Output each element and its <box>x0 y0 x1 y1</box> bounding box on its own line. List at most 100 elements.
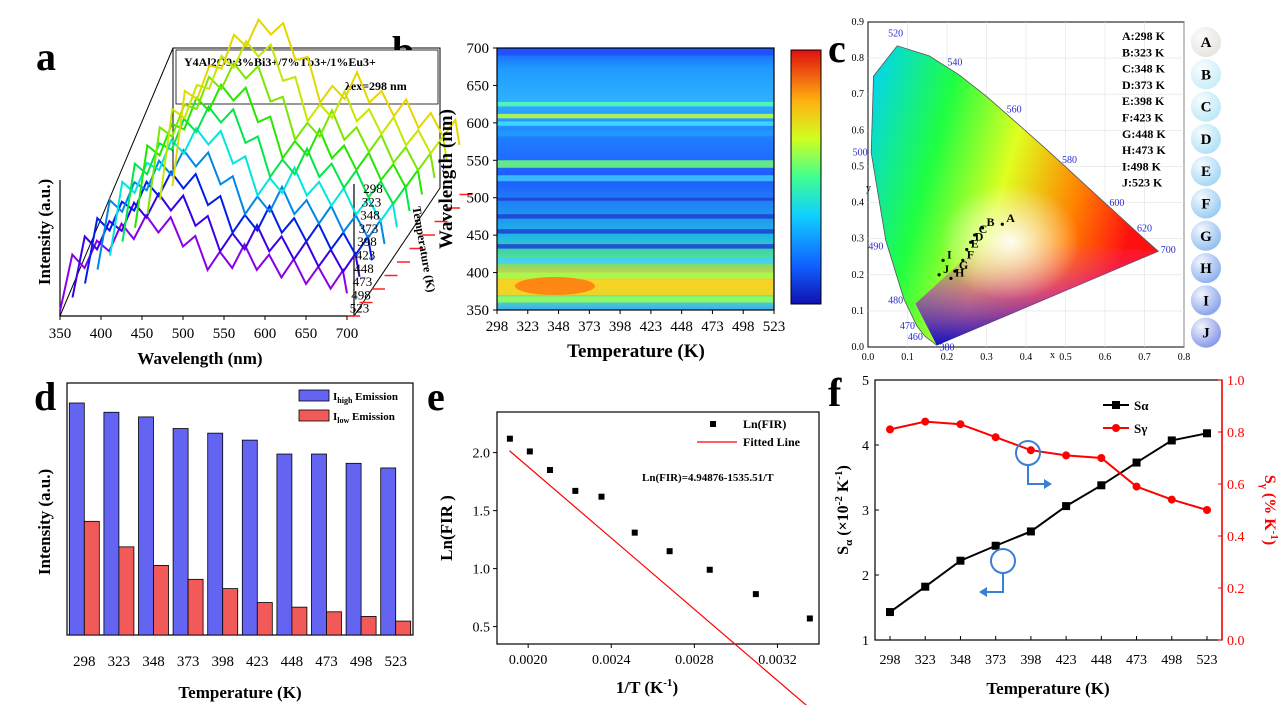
b-x-tick-label: 373 <box>578 319 601 335</box>
f-x-tick-label: 373 <box>985 653 1006 668</box>
b-x-tick-label: 423 <box>640 319 663 335</box>
f-point-sgamma <box>1097 454 1106 462</box>
b-band <box>497 48 774 56</box>
d-bar-high <box>172 428 189 636</box>
c-swatch-highlight <box>1191 91 1221 122</box>
f-xlabel: Temperature (K) <box>986 679 1109 698</box>
c-y-tick-label: 0.0 <box>852 342 865 353</box>
c-x-tick-label: 0.6 <box>1099 352 1112 363</box>
a-z-tick-label: 398 <box>357 234 377 249</box>
c-y-tick-label: 0.8 <box>852 53 865 64</box>
e-point <box>752 591 759 598</box>
f-y-left-tick-label: 2 <box>862 569 869 584</box>
c-wavelength-label: 560 <box>1007 104 1022 115</box>
e-points <box>506 435 813 622</box>
a-x-tick-label: 500 <box>172 326 195 342</box>
panel-label-f: f <box>828 370 842 415</box>
f-y-left-tick-label: 1 <box>862 634 869 649</box>
f-point-salpha <box>1062 502 1071 511</box>
c-swatch-letter: I <box>1203 293 1209 309</box>
c-point-label: B <box>987 215 995 229</box>
f-point-salpha <box>1097 481 1106 490</box>
d-bar-low <box>256 602 273 636</box>
c-point-I <box>941 258 945 262</box>
a-ylabel: Intensity (a.u.) <box>35 179 54 285</box>
d-bar-high <box>241 439 258 636</box>
b-y-tick-label: 500 <box>467 191 490 207</box>
c-swatch-letter: G <box>1200 229 1212 245</box>
c-wavelength-label: 520 <box>888 28 903 39</box>
c-x-ticks: 0.0 0.1 0.2 0.3 0.4 0.5 0.6 0.7 0.8 <box>862 352 1191 363</box>
e-legend-label-points: Ln(FIR) <box>743 417 786 431</box>
a-series-373 <box>134 82 423 228</box>
c-y-tick-label: 0.4 <box>852 198 865 209</box>
c-wavelength-label: 490 <box>868 242 883 253</box>
f-y-left-tick-label: 3 <box>862 504 869 519</box>
d-bar-high <box>311 453 327 636</box>
d-legend-swatch-low <box>298 409 330 422</box>
e-y-tick-label: 2.0 <box>473 447 491 462</box>
panel-f-sensitivity: 298 323 348 373 398 423 448 473 498 523 1 2 3 4 5 0.0… <box>833 374 1280 698</box>
c-wavelength-label: 620 <box>1137 223 1152 234</box>
e-y-tick-label: 1.5 <box>473 505 491 520</box>
e-point <box>506 435 513 442</box>
b-x-tick-label: 498 <box>732 319 755 335</box>
c-swatch-highlight <box>1191 156 1221 187</box>
c-legend-item: C:348 K <box>1122 62 1166 76</box>
c-swatch-letter: H <box>1200 261 1212 277</box>
c-wavelength-label: 540 <box>947 57 962 68</box>
f-y-left-tick-label: 5 <box>862 374 869 389</box>
f-y-left-tick-label: 4 <box>862 439 869 454</box>
f-legend-label-salpha: Sα <box>1134 398 1149 413</box>
f-point-salpha <box>1167 436 1176 445</box>
f-point-salpha <box>1132 458 1141 467</box>
d-plot-frame <box>66 382 414 636</box>
f-x-tick-label: 323 <box>915 653 936 668</box>
a-series-523 <box>59 213 348 312</box>
b-y-tick-label: 650 <box>467 78 490 94</box>
c-point-label: I <box>947 247 952 261</box>
c-point-label: D <box>975 229 984 243</box>
panel-label-c: c <box>828 26 846 71</box>
e-y-tick-label: 0.5 <box>473 621 491 636</box>
d-bar-high <box>380 467 397 636</box>
f-legend-marker-salpha <box>1112 401 1120 409</box>
panel-label-a: a <box>36 34 56 79</box>
f-x-tick-label: 423 <box>1056 653 1077 668</box>
a-series-298 <box>171 17 461 187</box>
b-heatmap-bands <box>497 48 774 303</box>
d-legend-swatch-high <box>298 389 330 402</box>
f-point-sgamma <box>991 433 1000 442</box>
c-legend-item: A:298 K <box>1122 29 1166 43</box>
f-x-tick-label: 498 <box>1161 653 1182 668</box>
a-z-tick-label: 373 <box>359 221 379 236</box>
e-point <box>526 448 533 455</box>
a-z-tick-label: 498 <box>351 287 371 302</box>
panel-a-3d-spectra: Y4Al2O9:3%Bi3+/7%Tb3+/1%Eu3+ λex=298 nm … <box>35 17 473 368</box>
f-x-tick-label: 473 <box>1126 653 1147 668</box>
b-band <box>497 272 774 279</box>
d-legend-label-high: Ihigh Emission <box>333 391 398 405</box>
f-point-salpha <box>956 556 965 565</box>
a-x-tick-label: 550 <box>213 326 236 342</box>
d-x-tick-label: 298 <box>73 654 96 670</box>
c-y-tick-label: 0.2 <box>852 270 865 281</box>
c-swatch-letter: A <box>1201 35 1212 51</box>
b-x-tick-label: 473 <box>701 319 724 335</box>
d-legend-sub-low: low <box>337 416 349 425</box>
e-point <box>572 487 579 494</box>
c-point-label: A <box>1006 211 1015 225</box>
a-series-398 <box>121 104 411 242</box>
f-ylabel-right: Sγ (% K-1) <box>1258 475 1280 545</box>
c-swatch-highlight <box>1191 285 1221 316</box>
b-x-tick-label: 398 <box>609 319 632 335</box>
f-point-sgamma <box>886 425 894 434</box>
d-x-tick-label: 498 <box>350 654 373 670</box>
d-bar-low <box>395 620 412 636</box>
c-y-tick-label: 0.3 <box>852 234 865 245</box>
a-x-ticks: 350 400 450 500 550 600 650 700 <box>49 316 358 342</box>
f-y-left-ticks: 1 2 3 4 5 <box>862 374 879 649</box>
d-bar-low <box>360 616 377 636</box>
b-y-tick-label: 350 <box>467 303 490 319</box>
c-swatch-highlight <box>1191 123 1221 154</box>
